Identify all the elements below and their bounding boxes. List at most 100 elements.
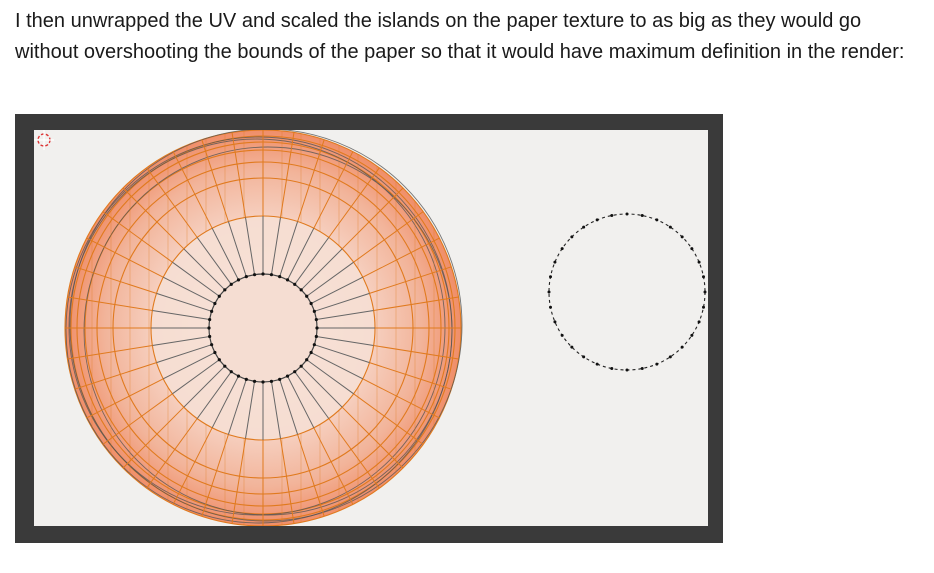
uv-edge-spoke bbox=[172, 261, 220, 297]
uv-edge-spoke bbox=[152, 309, 210, 321]
uv-vertex bbox=[236, 278, 241, 282]
uv-edge-spoke bbox=[244, 381, 256, 439]
uv-vertex bbox=[299, 364, 303, 368]
uv-vertex bbox=[553, 320, 557, 324]
uv-vertex bbox=[553, 260, 557, 264]
uv-vertex bbox=[315, 326, 319, 330]
uv-edge-spoke bbox=[310, 352, 364, 380]
uv-edge-spoke bbox=[369, 266, 452, 294]
uv-vertex bbox=[703, 290, 707, 294]
uv-edge-spoke bbox=[102, 393, 173, 445]
uv-vertex bbox=[570, 345, 574, 349]
uv-vertex bbox=[312, 343, 316, 347]
uv-edge-spoke bbox=[313, 427, 354, 505]
uv-edge-spoke bbox=[67, 296, 153, 311]
uv-island-center-face bbox=[209, 274, 317, 382]
uv-edge-spoke bbox=[314, 344, 370, 364]
uv-vertex bbox=[548, 305, 552, 309]
uv-edge-spoke bbox=[341, 406, 404, 469]
uv-vertex bbox=[261, 272, 265, 276]
uv-vertex bbox=[293, 282, 297, 286]
uv-edge-spoke bbox=[353, 211, 424, 263]
uv-vertex bbox=[697, 260, 701, 264]
uv-vertex bbox=[655, 218, 659, 222]
uv-vertex bbox=[582, 225, 586, 229]
uv-vertex bbox=[547, 290, 551, 294]
uv-edge-spoke bbox=[227, 379, 247, 435]
uv-vertex bbox=[312, 309, 316, 313]
uv-vertex bbox=[595, 362, 599, 366]
uv-edge-spoke bbox=[146, 418, 198, 489]
uv-edge-spoke bbox=[328, 167, 380, 238]
uv-vertex bbox=[305, 294, 309, 298]
uv-edge-spoke bbox=[310, 276, 364, 304]
uv-edge-spoke bbox=[306, 261, 354, 297]
uv-edge-spoke bbox=[156, 292, 212, 312]
uv-edge-spoke bbox=[102, 211, 173, 263]
uv-vertex bbox=[610, 213, 614, 217]
uv-vertex bbox=[314, 317, 318, 322]
uv-vertex bbox=[309, 301, 313, 306]
uv-edge-spoke bbox=[146, 167, 198, 238]
uv-edge-spoke bbox=[279, 379, 299, 435]
uv-edge-spoke bbox=[313, 151, 354, 229]
uv-edge-spoke bbox=[227, 221, 247, 277]
uv-vertex bbox=[548, 275, 552, 279]
uv-vertex bbox=[697, 320, 701, 324]
uv-editor-frame bbox=[15, 114, 723, 543]
uv-edge-spoke bbox=[244, 217, 256, 275]
uv-edge-spoke bbox=[231, 132, 246, 218]
uv-vertex bbox=[702, 275, 706, 279]
uv-vertex bbox=[680, 235, 684, 239]
uv-vertex bbox=[293, 370, 297, 374]
uv-vertex bbox=[217, 294, 221, 298]
uv-edge-spoke bbox=[369, 362, 452, 390]
uv-vertex bbox=[210, 309, 214, 313]
uv-vertex bbox=[702, 305, 706, 309]
uv-vertex bbox=[252, 273, 257, 277]
uv-edge-spoke bbox=[86, 378, 164, 419]
uv-vertex bbox=[305, 358, 309, 362]
uv-edge-spoke bbox=[172, 359, 220, 395]
uv-vertex bbox=[278, 275, 282, 279]
uv-vertex bbox=[213, 350, 217, 355]
uv-vertex bbox=[223, 288, 227, 292]
uv-edge-spoke bbox=[280, 438, 295, 524]
uv-edge-spoke bbox=[341, 187, 404, 250]
uv-vertex bbox=[213, 301, 217, 306]
uv-vertex bbox=[223, 364, 227, 368]
2d-cursor-icon[interactable] bbox=[34, 130, 54, 150]
uv-vertex bbox=[625, 212, 629, 216]
uv-vertex bbox=[560, 247, 564, 251]
uv-vertex bbox=[625, 368, 629, 372]
uv-edge-spoke bbox=[211, 227, 239, 281]
uv-vertex bbox=[269, 379, 274, 383]
uv-vertex bbox=[309, 350, 313, 355]
uv-edge-spoke bbox=[362, 237, 440, 278]
uv-edge-spoke bbox=[294, 237, 330, 285]
uv-edge-spoke bbox=[172, 151, 213, 229]
uv-vertex bbox=[285, 278, 290, 282]
uv-edge-ring bbox=[83, 146, 453, 516]
uv-edge-spoke bbox=[328, 418, 380, 489]
uv-vertex bbox=[244, 377, 248, 381]
uv-vertex bbox=[299, 288, 303, 292]
uv-edge-spoke bbox=[306, 359, 354, 395]
uv-edge-spoke bbox=[280, 132, 295, 218]
uv-edge-spoke bbox=[162, 352, 216, 380]
uv-vertex bbox=[690, 247, 694, 251]
uv-edge-spoke bbox=[172, 427, 213, 505]
uv-vertex bbox=[582, 355, 586, 359]
uv-edge-spoke bbox=[287, 227, 315, 281]
uv-vertex bbox=[261, 380, 265, 384]
uv-edge-spoke bbox=[196, 237, 232, 285]
uv-edge-spoke bbox=[74, 266, 157, 294]
uv-vertex bbox=[236, 374, 241, 378]
uv-edge-spoke bbox=[300, 248, 343, 291]
uv-editor-canvas[interactable] bbox=[34, 130, 708, 526]
uv-vertex bbox=[655, 362, 659, 366]
uv-edge-spoke bbox=[162, 276, 216, 304]
uv-vertex bbox=[208, 317, 212, 322]
uv-edge-spoke bbox=[373, 345, 459, 360]
uv-vertex bbox=[595, 218, 599, 222]
